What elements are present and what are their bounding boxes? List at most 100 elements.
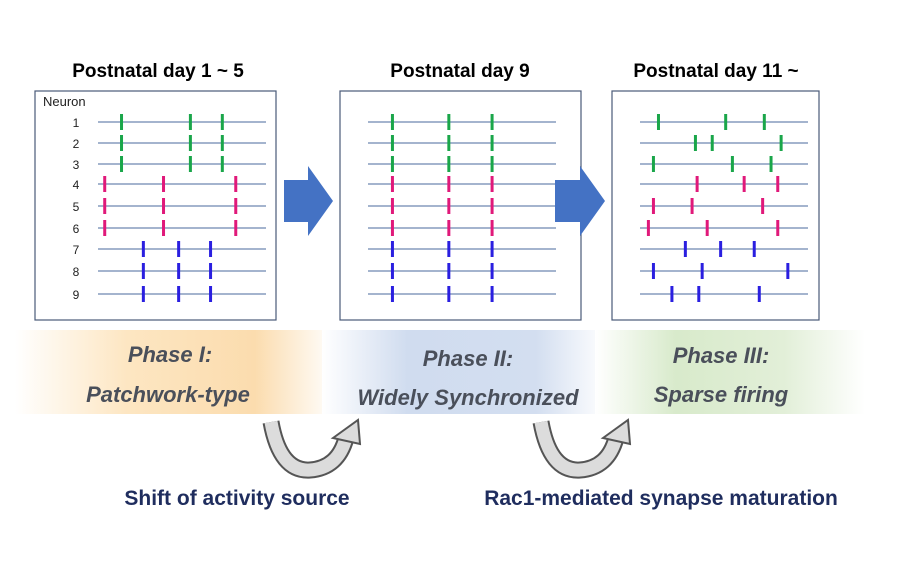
- phase-band-2: [322, 330, 607, 414]
- spike-mark: [141, 286, 145, 302]
- spike-mark: [447, 176, 451, 192]
- neuron-label: 7: [73, 243, 80, 257]
- spike-mark: [724, 114, 728, 130]
- right-arrow-icon: [284, 166, 333, 236]
- neuron-label: 8: [73, 265, 80, 279]
- spike-mark: [120, 156, 124, 172]
- spike-mark: [490, 135, 494, 151]
- spike-mark: [188, 114, 192, 130]
- spike-mark: [690, 198, 694, 214]
- spike-mark: [490, 156, 494, 172]
- spike-mark: [209, 286, 213, 302]
- spike-mark: [761, 198, 765, 214]
- spike-mark: [209, 263, 213, 279]
- spike-mark: [234, 220, 238, 236]
- spike-mark: [447, 198, 451, 214]
- spike-mark: [103, 176, 107, 192]
- spike-mark: [120, 114, 124, 130]
- spike-mark: [234, 176, 238, 192]
- spike-mark: [141, 241, 145, 257]
- spike-mark: [188, 156, 192, 172]
- phase-3-name: Sparse firing: [654, 382, 789, 407]
- spike-mark: [752, 241, 756, 257]
- transition-label-2: Rac1-mediated synapse maturation: [484, 487, 838, 510]
- spike-mark: [390, 114, 394, 130]
- transition-label-1: Shift of activity source: [124, 487, 349, 510]
- spike-mark: [390, 198, 394, 214]
- spike-mark: [141, 263, 145, 279]
- spike-mark: [490, 114, 494, 130]
- phase-3-title: Phase III:: [673, 343, 770, 368]
- spike-mark: [220, 114, 224, 130]
- spike-mark: [103, 220, 107, 236]
- spike-mark: [700, 263, 704, 279]
- spike-mark: [177, 286, 181, 302]
- curved-arrow-icon: [262, 418, 362, 479]
- spike-mark: [120, 135, 124, 151]
- spike-mark: [705, 220, 709, 236]
- spike-mark: [656, 114, 660, 130]
- spike-mark: [447, 263, 451, 279]
- spike-mark: [490, 241, 494, 257]
- phase-1-name: Patchwork-type: [86, 382, 250, 407]
- spike-mark: [742, 176, 746, 192]
- spike-mark: [762, 114, 766, 130]
- spike-mark: [490, 286, 494, 302]
- spike-mark: [220, 135, 224, 151]
- spike-mark: [646, 220, 650, 236]
- neuron-axis-label: Neuron: [43, 94, 86, 109]
- spike-mark: [490, 220, 494, 236]
- spike-mark: [447, 114, 451, 130]
- spike-mark: [220, 156, 224, 172]
- spike-mark: [209, 241, 213, 257]
- spike-mark: [162, 176, 166, 192]
- spike-mark: [447, 135, 451, 151]
- spike-mark: [651, 198, 655, 214]
- spike-mark: [719, 241, 723, 257]
- spike-mark: [447, 286, 451, 302]
- neuron-label: 4: [73, 178, 80, 192]
- spike-mark: [786, 263, 790, 279]
- neuron-label: 9: [73, 288, 80, 302]
- spike-mark: [390, 156, 394, 172]
- spike-mark: [490, 176, 494, 192]
- curved-arrow-icon: [532, 418, 632, 479]
- spike-mark: [103, 198, 107, 214]
- neuron-label: 3: [73, 158, 80, 172]
- panel-title-p1-5: Postnatal day 1 ~ 5: [72, 61, 244, 82]
- panel-title-p9: Postnatal day 9: [390, 61, 529, 82]
- spike-mark: [697, 286, 701, 302]
- spike-mark: [188, 135, 192, 151]
- phase-band-3: [595, 330, 865, 414]
- spike-mark: [490, 263, 494, 279]
- spike-mark: [710, 135, 714, 151]
- spike-mark: [776, 176, 780, 192]
- spike-mark: [730, 156, 734, 172]
- neuron-label: 2: [73, 137, 80, 151]
- spike-mark: [683, 241, 687, 257]
- phase-2-name: Widely Synchronized: [357, 385, 579, 410]
- spike-mark: [162, 198, 166, 214]
- spike-mark: [162, 220, 166, 236]
- spike-mark: [776, 220, 780, 236]
- right-arrow-icon: [555, 166, 605, 236]
- spike-mark: [447, 241, 451, 257]
- spike-mark: [177, 263, 181, 279]
- spike-mark: [390, 176, 394, 192]
- neuron-label: 6: [73, 222, 80, 236]
- phase-band-1: [15, 330, 335, 414]
- spike-mark: [390, 135, 394, 151]
- spike-mark: [390, 286, 394, 302]
- spike-mark: [390, 220, 394, 236]
- neuron-label: 5: [73, 200, 80, 214]
- spike-mark: [390, 241, 394, 257]
- spike-mark: [670, 286, 674, 302]
- spike-mark: [757, 286, 761, 302]
- spike-mark: [651, 263, 655, 279]
- spike-mark: [390, 263, 394, 279]
- spike-mark: [447, 156, 451, 172]
- spike-mark: [779, 135, 783, 151]
- neuron-label: 1: [73, 116, 80, 130]
- phase-1-title: Phase I:: [128, 342, 212, 367]
- spike-mark: [490, 198, 494, 214]
